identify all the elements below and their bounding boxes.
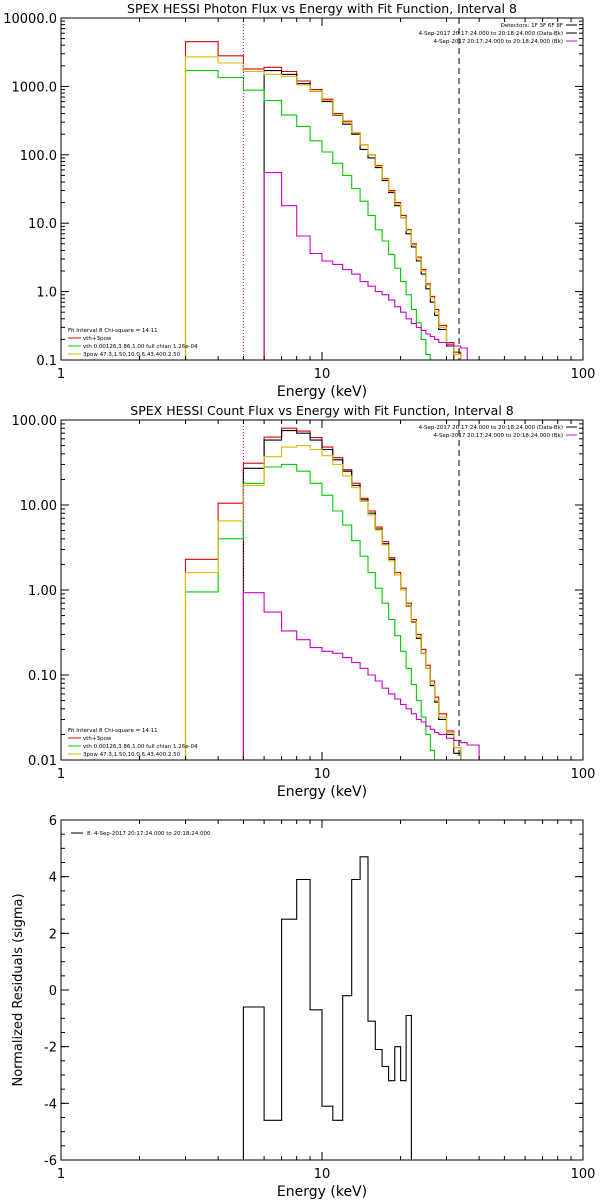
x-axis-label: Energy (keV) xyxy=(277,784,367,800)
y-tick-label: -2 xyxy=(44,1041,57,1056)
series-line-3 xyxy=(184,445,462,760)
series-line-3 xyxy=(184,56,462,360)
x-tick-label: 100 xyxy=(571,367,596,382)
y-tick-label: 1.0 xyxy=(36,286,57,301)
plot-frame xyxy=(60,419,584,761)
series-line-1 xyxy=(242,430,462,760)
x-tick-label: 10 xyxy=(314,767,331,782)
series-line-2 xyxy=(184,70,431,360)
legend-text: Fit Interval 8 Chi-square = 14.11 xyxy=(68,728,158,734)
x-tick-label: 1 xyxy=(57,767,65,782)
plot-title: SPEX HESSI Photon Flux vs Energy with Fi… xyxy=(127,1,517,16)
x-axis-label: Energy (keV) xyxy=(277,384,367,400)
plot-title: SPEX HESSI Count Flux vs Energy with Fit… xyxy=(130,403,513,418)
x-tick-label: 100 xyxy=(571,1167,596,1182)
x-tick-label: 100 xyxy=(571,767,596,782)
info-line: 4-Sep-2017 20:17:24.000 to 20:18:24.000 … xyxy=(434,39,564,45)
x-tick-label: 1 xyxy=(57,1167,65,1182)
x-tick-label: 10 xyxy=(314,1167,331,1182)
y-tick-label: 6 xyxy=(49,814,57,829)
legend-text: vth+3pow xyxy=(83,736,112,742)
series-line-4 xyxy=(263,172,468,360)
y-tick-label: 0.10 xyxy=(28,669,57,684)
info-line: 4-Sep-2017 20:17:24.000 to 20:18:24.000 … xyxy=(419,425,563,431)
series-line-2 xyxy=(184,463,436,760)
legend-text: vth 0.00126,3.86,1.00 full chian 1.26e-0… xyxy=(83,744,198,750)
legend-text: vth 0.00126,3.86,1.00 full chian 1.26e-0… xyxy=(83,344,198,350)
x-axis-label: Energy (keV) xyxy=(277,1184,367,1200)
legend-text: Fit Interval 8 Chi-square = 14.11 xyxy=(68,328,158,334)
y-tick-label: 10.0 xyxy=(28,217,57,232)
y-tick-label: -6 xyxy=(44,1154,57,1169)
y-tick-label: 1.00 xyxy=(28,584,57,599)
y-tick-label: 100.0 xyxy=(20,149,57,164)
legend-text: 3pow 47.3,1.50,10.0,6.43,400,2.50 xyxy=(83,352,181,358)
series-line-0 xyxy=(184,41,462,360)
info-line: Detectors: 1F 3F 6F 8F xyxy=(501,23,563,29)
y-tick-label: 4 xyxy=(49,871,57,886)
plot-frame xyxy=(60,17,584,361)
y-axis-label: Normalized Residuals (sigma) xyxy=(11,893,26,1086)
y-tick-label: 2 xyxy=(49,927,57,942)
y-tick-label: 1000.0 xyxy=(12,80,58,95)
y-tick-label: 10000.0 xyxy=(3,12,57,27)
series-line-4 xyxy=(242,592,480,760)
y-tick-label: 0.1 xyxy=(36,354,57,369)
series-line-0 xyxy=(184,427,468,760)
series-line-0 xyxy=(242,856,462,1160)
y-tick-label: 100.00 xyxy=(12,414,58,429)
info-line: 4-Sep-2017 20:17:24.000 to 20:18:24.000 … xyxy=(419,31,563,37)
legend-text: 8. 4-Sep-2017 20:17:24.000 to 20:18:24.0… xyxy=(87,831,211,837)
info-line: 4-Sep-2017 20:17:24.000 to 20:18:24.000 … xyxy=(434,433,564,439)
x-tick-label: 10 xyxy=(314,367,331,382)
x-tick-label: 1 xyxy=(57,367,65,382)
plot-frame xyxy=(60,819,584,1161)
y-tick-label: 0 xyxy=(49,984,57,999)
y-tick-label: -4 xyxy=(44,1097,57,1112)
y-tick-label: 10.00 xyxy=(20,499,57,514)
legend-text: vth+3pow xyxy=(83,336,112,342)
legend-text: 3pow 47.3,1.50,10.0,6.43,400,2.50 xyxy=(83,752,181,758)
y-tick-label: 0.01 xyxy=(28,754,57,769)
